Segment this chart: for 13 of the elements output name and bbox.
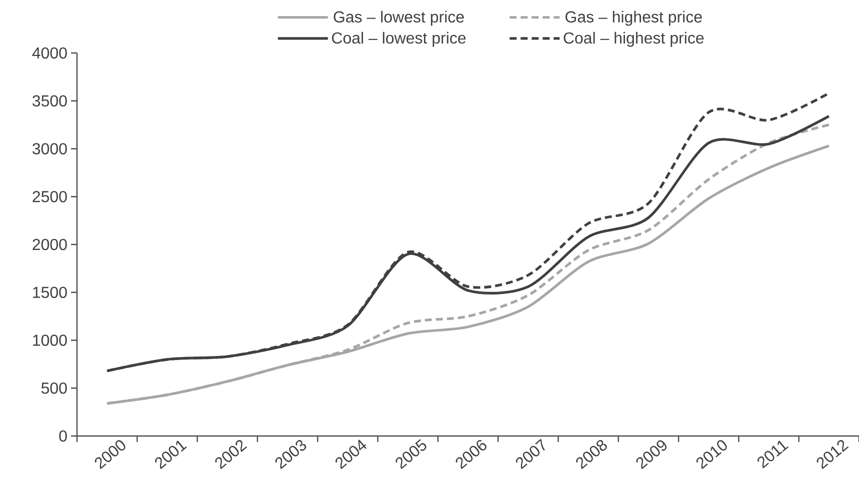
- y-tick-label: 1000: [33, 334, 67, 346]
- y-tick-label: 3500: [32, 95, 67, 107]
- legend-label: Coal – lowest price: [332, 32, 466, 47]
- legend-label: Coal – highest price: [564, 32, 704, 47]
- y-tick-label: 500: [41, 382, 67, 394]
- y-tick-label: 4000: [32, 47, 67, 59]
- legend-label: Gas – lowest price: [334, 10, 464, 26]
- y-tick-label: 1500: [33, 286, 67, 298]
- y-tick-label: 2500: [32, 190, 67, 202]
- y-tick-label: 3000: [32, 143, 67, 154]
- y-tick-label: 2000: [32, 238, 67, 250]
- y-tick-label: 0: [59, 430, 67, 442]
- legend-label: Gas – highest price: [566, 10, 702, 26]
